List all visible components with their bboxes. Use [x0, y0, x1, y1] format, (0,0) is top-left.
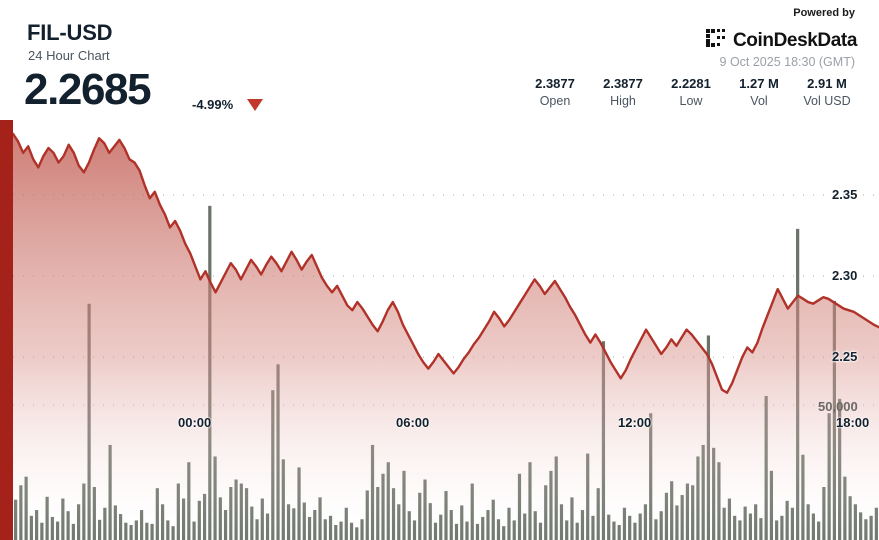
timestamp: 9 Oct 2025 18:30 (GMT) [719, 55, 855, 69]
brand-name: CoinDeskData [732, 29, 857, 51]
x-axis-label-0000: 00:00 [178, 415, 212, 430]
stats-row: 2.3877 Open 2.3877 High 2.2281 Low 1.27 … [521, 76, 861, 109]
left-accent-rail [0, 118, 13, 540]
stat-high: 2.3877 High [589, 76, 657, 109]
stat-vol-value: 1.27 M [739, 76, 779, 91]
chart-canvas[interactable] [0, 118, 879, 540]
stat-high-value: 2.3877 [603, 76, 643, 91]
stat-low: 2.2281 Low [657, 76, 725, 109]
stat-vol-label: Vol [750, 94, 768, 108]
current-price: 2.2685 [24, 65, 152, 114]
stat-open: 2.3877 Open [521, 76, 589, 109]
volume-axis-label: 50,000 [818, 399, 858, 414]
stat-vol-usd-value: 2.91 M [807, 76, 847, 91]
stat-open-value: 2.3877 [535, 76, 575, 91]
coindesk-logo-icon [705, 28, 728, 53]
x-axis-label-1800: 18:00 [836, 415, 870, 430]
y-axis-label-230: 2.30 [832, 268, 858, 284]
stat-vol: 1.27 M Vol [725, 76, 793, 109]
page-title: FIL-USD [27, 20, 113, 45]
price-line [11, 132, 879, 394]
x-axis-label-0600: 06:00 [396, 415, 430, 430]
powered-by-label: Powered by [793, 7, 855, 19]
stat-high-label: High [610, 94, 636, 108]
stat-open-label: Open [539, 94, 571, 108]
brand-logo[interactable]: CoinDeskData [705, 28, 857, 53]
y-axis-label-235: 2.35 [832, 187, 858, 202]
stat-vol-usd-label: Vol USD [803, 94, 851, 108]
price-chart[interactable] [0, 118, 879, 540]
price-area-fill [13, 133, 879, 540]
stat-low-label: Low [679, 94, 703, 108]
change-percent: -4.99% [192, 97, 234, 112]
widget-header: FIL-USD 24 Hour Chart 2.2685 -4.99% Powe… [0, 0, 879, 120]
down-triangle-icon [247, 99, 263, 111]
x-axis-label-1200: 12:00 [618, 415, 652, 430]
stat-vol-usd: 2.91 M Vol USD [793, 76, 861, 109]
stat-low-value: 2.2281 [671, 76, 711, 91]
chart-subtitle: 24 Hour Chart [28, 48, 110, 63]
y-axis-label-225: 2.25 [832, 349, 858, 365]
